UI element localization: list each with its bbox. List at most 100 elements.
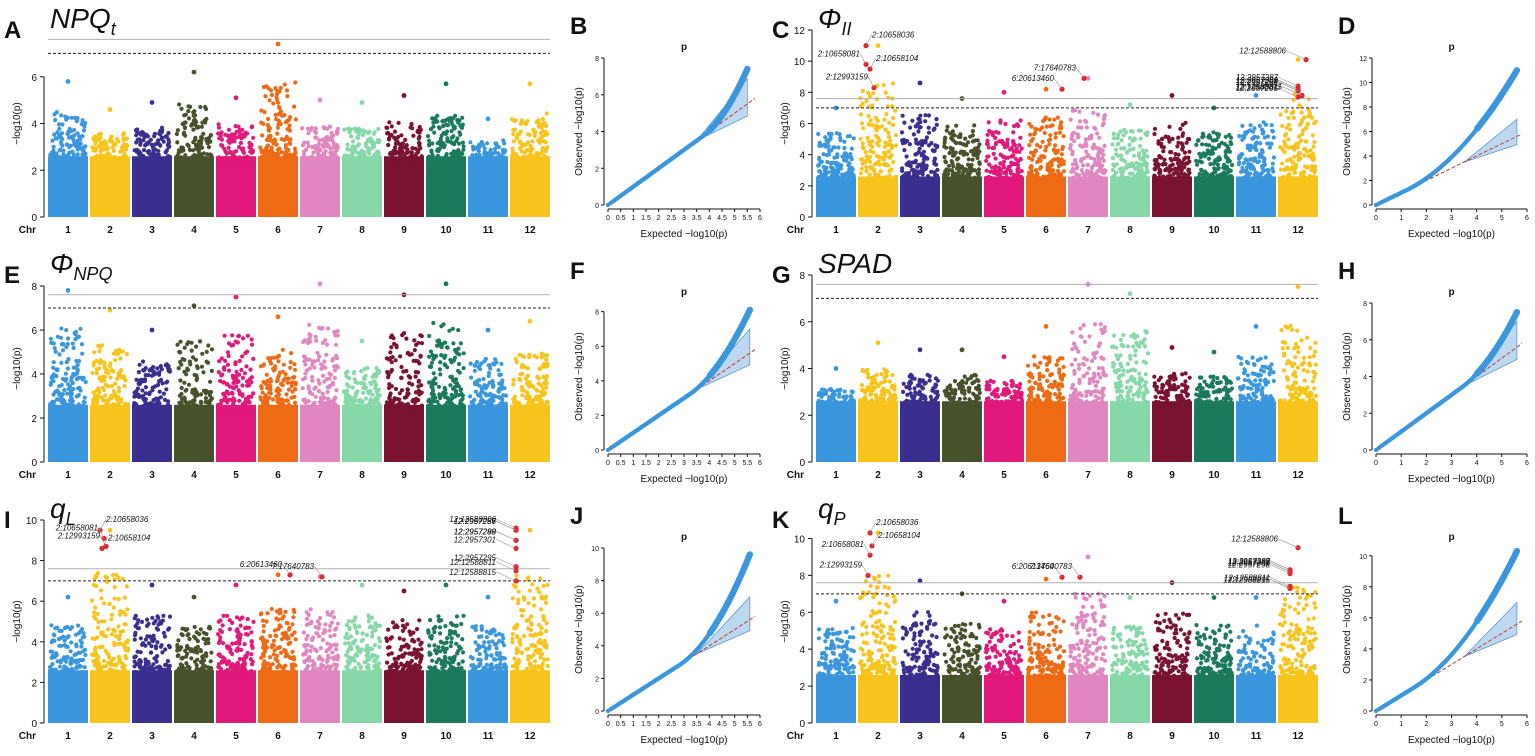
y-tick-label: 6 bbox=[595, 93, 599, 100]
snp-point bbox=[208, 152, 212, 156]
snp-point bbox=[63, 163, 67, 167]
snp-point bbox=[976, 171, 980, 175]
snp-point bbox=[516, 163, 520, 167]
snp-point bbox=[57, 134, 61, 138]
snp-point bbox=[1144, 149, 1148, 153]
snp-point bbox=[977, 142, 981, 146]
snp-point bbox=[65, 132, 69, 136]
snp-point bbox=[1112, 180, 1116, 184]
snp-point bbox=[410, 164, 414, 168]
snp-point bbox=[1207, 157, 1211, 161]
snp-point bbox=[525, 119, 529, 123]
snp-point bbox=[1137, 151, 1141, 155]
snp-point bbox=[416, 129, 420, 133]
snp-point bbox=[403, 138, 407, 142]
snp-point bbox=[1116, 181, 1120, 185]
snp-point bbox=[1084, 137, 1088, 141]
chromosome-2-points bbox=[90, 107, 130, 217]
snp-point bbox=[122, 131, 126, 135]
snp-point bbox=[825, 153, 829, 157]
snp-point bbox=[1006, 138, 1010, 142]
snp-point bbox=[364, 141, 368, 145]
snp-point bbox=[991, 146, 995, 150]
snp-point bbox=[372, 145, 376, 149]
snp-point bbox=[485, 141, 489, 145]
snp-point bbox=[1177, 166, 1181, 170]
snp-point bbox=[486, 157, 490, 161]
snp-point bbox=[1050, 159, 1054, 163]
snp-point bbox=[167, 145, 171, 149]
snp-point bbox=[435, 114, 439, 118]
snp-point bbox=[1015, 122, 1019, 126]
snp-point bbox=[1068, 147, 1072, 151]
snp-point bbox=[1140, 173, 1144, 177]
snp-point bbox=[945, 129, 949, 133]
snp-point bbox=[1053, 143, 1057, 147]
snp-point bbox=[945, 168, 949, 172]
snp-point bbox=[95, 163, 99, 167]
peak-snp-point bbox=[192, 70, 197, 75]
chromosome-10-points bbox=[426, 81, 466, 217]
snp-point bbox=[864, 150, 868, 154]
snp-point bbox=[1073, 158, 1077, 162]
snp-point bbox=[882, 83, 886, 87]
snp-point bbox=[955, 157, 959, 161]
y-tick-label: 6 bbox=[799, 120, 805, 131]
peak-snp-point bbox=[150, 100, 155, 105]
snp-point bbox=[325, 142, 329, 146]
snp-point bbox=[137, 150, 141, 154]
snp-point bbox=[194, 120, 198, 124]
snp-point bbox=[987, 145, 991, 149]
snp-point bbox=[1163, 162, 1167, 166]
snp-point bbox=[92, 148, 96, 152]
snp-point bbox=[977, 149, 981, 153]
snp-point bbox=[1027, 171, 1031, 175]
snp-point bbox=[200, 163, 204, 167]
snp-point bbox=[1002, 160, 1006, 164]
snp-point bbox=[1085, 125, 1089, 129]
snp-point bbox=[1017, 150, 1021, 154]
snp-point bbox=[226, 163, 230, 167]
x-tick-label: 5.5 bbox=[742, 215, 752, 222]
snp-point bbox=[876, 119, 880, 123]
snp-point bbox=[198, 154, 202, 158]
snp-point bbox=[1002, 176, 1006, 180]
snp-point bbox=[461, 148, 465, 152]
snp-point bbox=[1102, 144, 1106, 148]
snp-point bbox=[302, 141, 306, 145]
snp-point bbox=[1176, 153, 1180, 157]
snp-point bbox=[397, 121, 401, 125]
snp-point bbox=[1069, 118, 1073, 122]
snp-point bbox=[966, 163, 970, 167]
snp-point bbox=[206, 161, 210, 165]
snp-point bbox=[195, 126, 199, 130]
peak-snp-point bbox=[486, 116, 491, 121]
snp-point bbox=[865, 154, 869, 158]
snp-point bbox=[870, 139, 874, 143]
snp-point bbox=[1051, 168, 1055, 172]
snp-point bbox=[153, 132, 157, 136]
snp-point bbox=[123, 145, 127, 149]
chromosome-6-points bbox=[1026, 87, 1066, 217]
snp-point bbox=[916, 122, 920, 126]
snp-point bbox=[364, 155, 368, 159]
panel-letter: A bbox=[4, 17, 21, 44]
snp-point bbox=[420, 154, 424, 158]
snp-point bbox=[177, 102, 181, 106]
snp-point bbox=[927, 126, 931, 130]
snp-point bbox=[1099, 180, 1103, 184]
snp-point bbox=[894, 181, 898, 185]
snp-point bbox=[927, 131, 931, 135]
snp-point bbox=[72, 133, 76, 137]
chromosome-label: 7 bbox=[317, 225, 323, 236]
snp-point bbox=[157, 131, 161, 135]
snp-point bbox=[1171, 137, 1175, 141]
snp-point bbox=[956, 135, 960, 139]
x-tick-label: 1 bbox=[631, 215, 635, 222]
snp-point bbox=[59, 113, 63, 117]
snp-point bbox=[203, 118, 207, 122]
snp-point bbox=[997, 131, 1001, 135]
snp-point bbox=[1138, 144, 1142, 148]
snp-point bbox=[365, 164, 369, 168]
